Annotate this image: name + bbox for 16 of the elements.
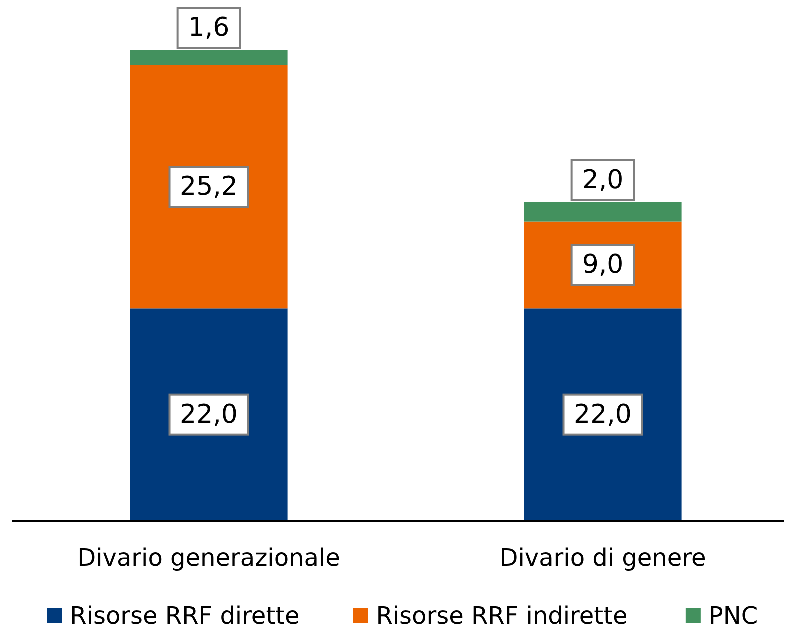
data-label: 9,0 — [582, 250, 624, 280]
legend-label: PNC — [708, 602, 758, 630]
x-tick-label: Divario di genere — [500, 544, 706, 572]
bar — [130, 65, 288, 309]
bar — [524, 202, 682, 222]
data-label: 1,6 — [188, 13, 230, 43]
legend-label: Risorse RRF indirette — [376, 602, 628, 630]
bar — [524, 308, 682, 521]
x-tick-label: Divario generazionale — [78, 544, 340, 572]
data-label: 25,2 — [180, 172, 238, 202]
legend-label: Risorse RRF dirette — [70, 602, 300, 630]
data-label: 2,0 — [582, 165, 624, 196]
data-label: 22,0 — [574, 400, 632, 430]
bar — [130, 50, 288, 66]
bar — [130, 308, 288, 521]
data-label: 22,0 — [180, 400, 238, 430]
